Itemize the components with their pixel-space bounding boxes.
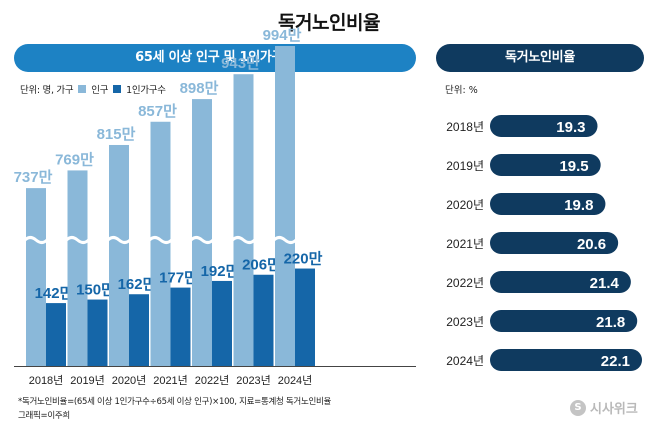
single-household-bar (87, 299, 108, 366)
x-tick-label: 2019년 (70, 374, 105, 387)
population-bar (233, 74, 254, 367)
population-bar (192, 99, 212, 366)
logo-icon: S (570, 399, 586, 416)
x-tick-label: 2018년 (29, 374, 64, 387)
ratio-bar (490, 115, 598, 137)
ratio-year-label: 2022년 (446, 276, 484, 290)
population-bar (150, 121, 171, 366)
population-bar (275, 45, 295, 367)
ratio-year-label: 2023년 (446, 315, 484, 329)
ratio-bar (490, 310, 638, 332)
legend-label-single: 1인가구수 (126, 85, 166, 96)
graphic-credit: 그래픽=이주희 (18, 411, 70, 421)
ratio-year-label: 2024년 (446, 354, 484, 368)
logo-text: 시사위크 (590, 402, 638, 417)
population-bar (26, 188, 46, 366)
ratio-year-label: 2020년 (446, 198, 484, 212)
ratio-bar (490, 271, 631, 293)
legend: 단위: 명, 가구 인구 1인가구수 (20, 82, 166, 96)
population-bar (109, 144, 129, 366)
single-household-bar (212, 280, 232, 366)
axis-break-mark (189, 236, 215, 244)
ratio-bar (490, 349, 642, 371)
population-value-label: 769만 (55, 151, 94, 168)
ratio-year-label: 2021년 (446, 237, 484, 251)
ratio-value-label: 19.5 (559, 158, 588, 175)
ratio-value-label: 22.1 (601, 353, 630, 370)
single-household-value-label: 142만 (35, 285, 74, 302)
ratio-value-label: 21.8 (596, 314, 625, 331)
legend-label-population: 인구 (91, 85, 109, 96)
footnote: *독거노인비율=(65세 이상 1인가구수÷65세 이상 인구)×100, 지료… (18, 397, 332, 407)
legend-swatch-population (78, 85, 87, 93)
legend-unit: 단위: 명, 가구 (20, 85, 74, 96)
chart-title: 독거노인비율 (278, 12, 380, 34)
axis-break-mark (272, 236, 298, 244)
population-value-label: 857만 (138, 103, 177, 120)
ratio-value-label: 19.8 (564, 197, 593, 214)
single-household-value-label: 150만 (76, 282, 115, 299)
population-value-label: 943만 (221, 55, 260, 72)
left-chart-header: 65세 이상 인구 및 1인가구수 (14, 44, 416, 72)
x-tick-label: 2023년 (236, 374, 271, 387)
single-household-value-label: 192만 (201, 263, 240, 280)
single-household-bar (253, 274, 274, 366)
single-household-bar (129, 294, 149, 366)
population-value-label: 815만 (97, 126, 136, 143)
ratio-bar (490, 232, 619, 254)
single-household-bar (46, 303, 66, 366)
population-bar (67, 170, 88, 366)
axis-break-mark (65, 236, 90, 244)
ratio-value-label: 21.4 (590, 275, 620, 292)
axis-break-mark (106, 236, 132, 244)
axis-break-mark (231, 236, 256, 244)
population-value-label: 898만 (180, 80, 219, 97)
single-household-value-label: 220만 (284, 251, 323, 268)
x-tick-label: 2021년 (153, 374, 188, 387)
x-tick-label: 2024년 (278, 374, 313, 387)
single-household-value-label: 162만 (118, 276, 157, 293)
single-household-value-label: 177만 (159, 270, 198, 287)
ratio-value-label: 19.3 (556, 119, 585, 136)
right-unit: 단위: % (445, 85, 478, 96)
x-tick-label: 2022년 (195, 374, 230, 387)
ratio-bar (490, 154, 601, 176)
publisher-logo: S 시사위크 (570, 398, 638, 417)
single-household-value-label: 206만 (242, 257, 281, 274)
population-value-label: 737만 (14, 169, 53, 186)
ratio-bar (490, 193, 606, 215)
axis-break-mark (23, 236, 49, 244)
ratio-year-label: 2019년 (446, 159, 484, 173)
population-value-label: 994만 (263, 27, 302, 44)
legend-swatch-single (113, 85, 122, 93)
x-tick-label: 2020년 (112, 374, 147, 387)
single-household-bar (170, 287, 191, 366)
single-household-bar (295, 268, 315, 366)
ratio-value-label: 20.6 (577, 236, 606, 253)
ratio-year-label: 2018년 (446, 120, 484, 134)
right-chart-header: 독거노인비율 (436, 44, 644, 72)
axis-break-mark (148, 236, 173, 244)
